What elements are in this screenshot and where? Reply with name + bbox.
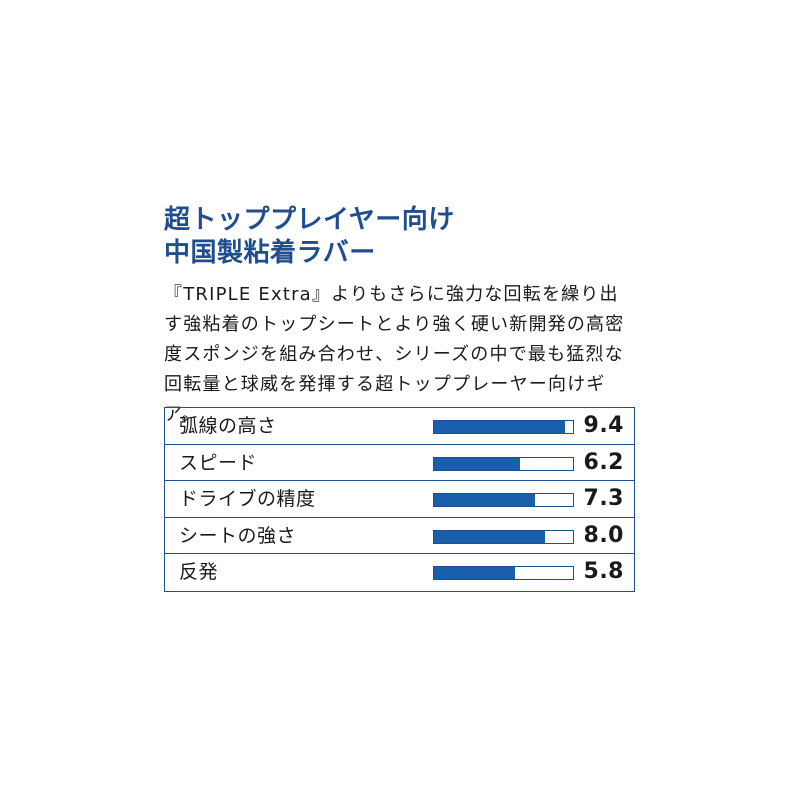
spec-row-drive-accuracy: ドライブの精度 7.3 <box>165 481 634 518</box>
spec-bar <box>433 529 574 544</box>
headline-line-1: 超トッププレイヤー向け <box>164 205 455 235</box>
product-description-block: 超トッププレイヤー向け 中国製粘着ラバー 『TRIPLE Extra』よりもさら… <box>164 204 638 430</box>
spec-value: 7.3 <box>583 486 624 512</box>
spec-value: 5.8 <box>583 559 624 585</box>
spec-bar <box>433 566 574 581</box>
spec-bar <box>433 420 574 434</box>
spec-value: 9.4 <box>583 413 624 438</box>
spec-row-speed: スピード 6.2 <box>165 445 634 482</box>
spec-label: ドライブの精度 <box>179 488 316 511</box>
spec-row-rebound: 反発 5.8 <box>165 554 634 591</box>
spec-row-sheet-strength: シートの強さ 8.0 <box>165 518 634 555</box>
spec-value: 8.0 <box>583 522 624 548</box>
spec-label: 弧線の高さ <box>179 415 277 437</box>
product-description: 『TRIPLE Extra』よりもさらに強力な回転を繰り出す強粘着のトップシート… <box>164 284 625 425</box>
spec-bar-fill <box>434 567 515 580</box>
spec-bar <box>433 493 574 508</box>
spec-bar-fill <box>434 494 536 507</box>
spec-row-arc-height: 弧線の高さ 9.4 <box>165 408 634 445</box>
spec-value: 6.2 <box>583 449 624 475</box>
headline: 超トッププレイヤー向け 中国製粘着ラバー <box>164 204 638 270</box>
spec-bar <box>433 456 574 471</box>
spec-bar-fill <box>434 421 565 433</box>
spec-table: 弧線の高さ 9.4 スピード 6.2 ドライブの精度 7.3 シートの強さ 8.… <box>164 407 635 592</box>
spec-label: シートの強さ <box>179 524 297 547</box>
spec-label: スピード <box>179 451 258 474</box>
spec-bar-fill <box>434 457 521 470</box>
spec-label: 反発 <box>179 561 219 584</box>
headline-line-2: 中国製粘着ラバー <box>164 238 376 268</box>
spec-bar-fill <box>434 530 546 543</box>
